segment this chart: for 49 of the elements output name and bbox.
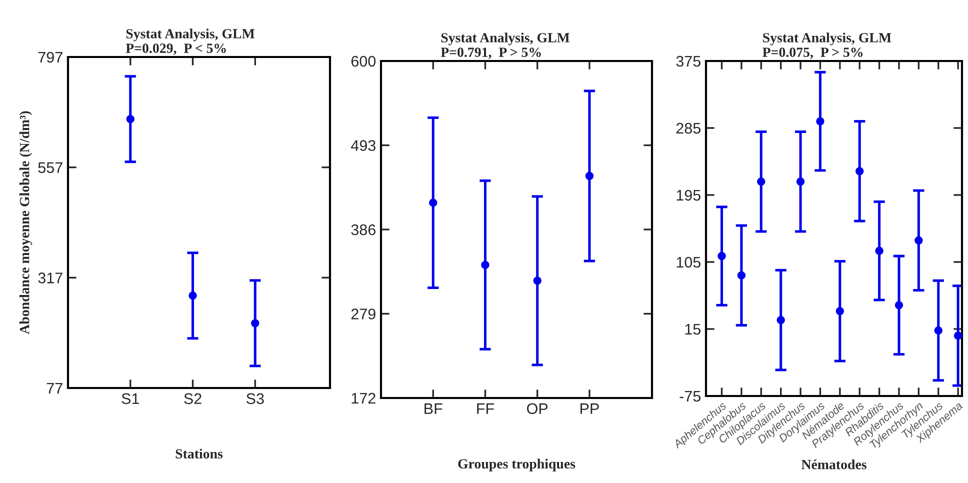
point [855, 167, 864, 176]
y-tick-label: 279 [351, 308, 376, 320]
point [429, 198, 438, 207]
point [718, 252, 726, 260]
point [875, 246, 884, 255]
point [188, 291, 197, 300]
y-tick-label: 375 [676, 56, 700, 67]
point [914, 236, 923, 245]
chart-title: Systat Analysis, GLM P=0.029, P < 5% [126, 28, 255, 55]
y-tick-label: 386 [351, 224, 376, 236]
chart-title: Systat Analysis, GLM P=0.791, P > 5% [440, 32, 570, 59]
point [737, 271, 746, 280]
x-tick-label: S3 [246, 393, 264, 404]
y-tick-label: 493 [351, 140, 376, 151]
point [251, 319, 260, 328]
x-tick-label: S2 [184, 393, 202, 404]
point [796, 177, 805, 186]
point [126, 114, 134, 124]
y-tick-label: 285 [676, 122, 700, 134]
chart-title: Systat Analysis, GLM P=0.075, P > 5% [762, 32, 892, 59]
x-tick-label: BF [424, 403, 442, 414]
point [954, 332, 962, 340]
y-tick-label: 172 [352, 392, 376, 404]
y-tick-label: 317 [38, 272, 62, 284]
x-tick-label: PP [580, 403, 599, 414]
x-tick-label: S1 [122, 393, 139, 404]
x-axis-title: Groupes trophiques [458, 458, 576, 472]
y-tick-label: 557 [38, 162, 62, 174]
y-tick-label: 797 [38, 52, 62, 63]
point [757, 177, 766, 186]
point [836, 307, 844, 316]
point [481, 260, 490, 270]
y-tick-label: 600 [351, 56, 376, 67]
x-tick-label: OP [527, 403, 548, 414]
y-tick-label: 105 [676, 256, 700, 268]
point [816, 117, 824, 126]
point [533, 276, 542, 285]
point [894, 301, 904, 310]
point [934, 326, 942, 335]
y-tick-label: 77 [46, 383, 62, 394]
y-tick-label: -75 [680, 391, 700, 402]
y-tick-label: 15 [685, 324, 700, 335]
point [776, 316, 785, 324]
y-tick-label: 195 [676, 190, 700, 201]
x-tick-label: FF [477, 403, 494, 414]
point [585, 172, 594, 180]
x-axis-title: Nématodes [801, 459, 866, 470]
y-axis-title: Abondance moyenne Globale (N/dm³) [19, 111, 32, 334]
x-axis-title: Stations [176, 448, 223, 459]
